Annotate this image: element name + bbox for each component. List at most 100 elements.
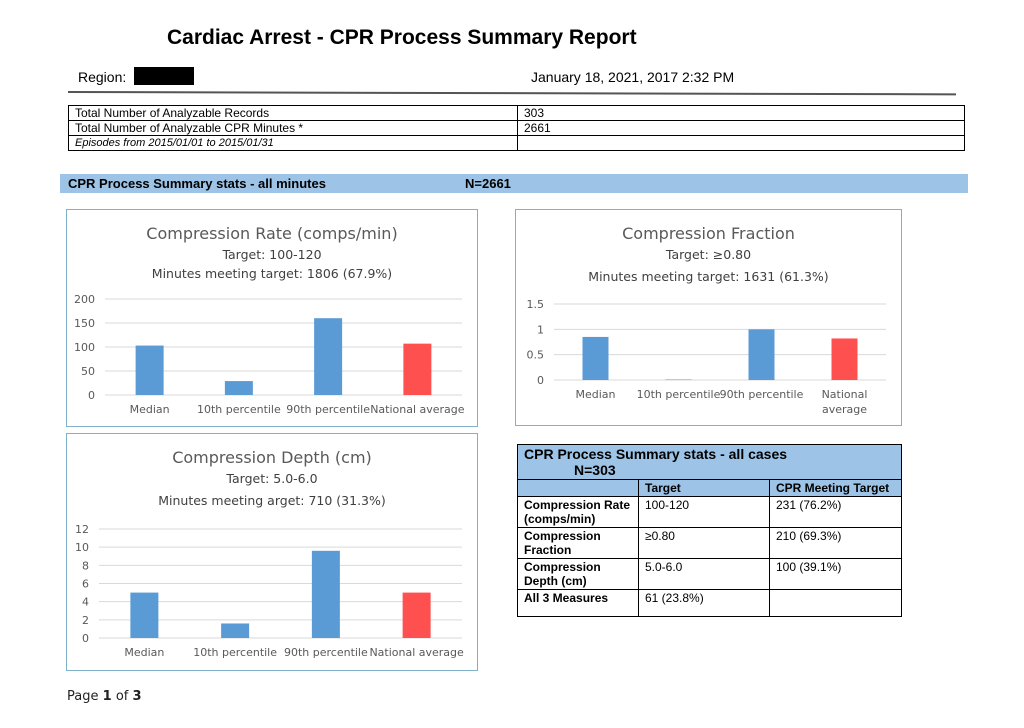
target-cell: 61 (23.8%) [638, 589, 770, 617]
cases-table-n: N=303 [574, 462, 616, 478]
table-row: Compression Fraction ≥0.80 210 (69.3%) [517, 527, 902, 559]
minutes-section-n: N=2661 [465, 176, 511, 191]
y-tick-label: 4 [82, 596, 89, 609]
target-cell: 5.0-6.0 [638, 558, 770, 590]
y-tick-label: 50 [81, 365, 95, 378]
cases-table-title: CPR Process Summary stats - all cases [524, 446, 788, 462]
chart-compression-fraction: Compression Fraction Target: ≥0.80 Minut… [515, 209, 902, 426]
chart-subtitle: Target: ≥0.80 [665, 247, 752, 262]
page-current: 1 [102, 689, 112, 704]
bar [221, 623, 250, 638]
chart-subtitle2: Minutes meeting target: 1631 (61.3%) [588, 269, 829, 284]
meeting-cell [769, 589, 902, 617]
report-datetime: January 18, 2021, 2017 2:32 PM [531, 69, 735, 85]
chart-title: Compression Fraction [622, 224, 795, 243]
region-label: Region: [78, 69, 127, 85]
info-value [517, 135, 965, 151]
bar [314, 318, 343, 395]
meeting-cell: 231 (76.2%) [769, 496, 902, 528]
chart-plot: 0 2 4 6 8 10 12 Median 10th percentile 90th perce… [75, 523, 464, 659]
y-tick-label: 8 [82, 559, 89, 572]
table-row: Total Number of Analyzable CPR Minutes *… [68, 120, 965, 136]
info-label: Episodes from 2015/01/01 to 2015/01/31 [68, 135, 518, 151]
measure-cell: Compression Depth (cm) [517, 558, 639, 590]
column-header [517, 479, 639, 497]
chart-title: Compression Rate (comps/min) [146, 224, 398, 243]
bar [748, 329, 775, 380]
info-value: 303 [517, 105, 965, 121]
chart-compression-depth: Compression Depth (cm) Target: 5.0-6.0 M… [66, 433, 478, 671]
y-tick-label: 200 [74, 293, 95, 306]
bar [831, 338, 858, 380]
chart-subtitle2: Minutes meeting target: 1806 (67.9%) [151, 266, 393, 281]
y-tick-label: 12 [75, 523, 89, 536]
region-redacted [134, 67, 194, 85]
x-tick-label: 10th percentile [637, 388, 721, 401]
chart-subtitle2: Minutes meeting arget: 710 (31.3%) [158, 493, 386, 508]
report-title: Cardiac Arrest - CPR Process Summary Rep… [167, 26, 637, 49]
x-tick-label: Median [124, 646, 164, 659]
y-tick-label: 1 [537, 323, 544, 336]
y-tick-label: 0 [537, 374, 544, 387]
table-row: Compression Depth (cm) 5.0-6.0 100 (39.1… [517, 558, 902, 590]
y-tick-label: 150 [74, 317, 95, 330]
bar [130, 592, 159, 638]
chart-subtitle: Target: 100-120 [222, 247, 322, 262]
header-divider [67, 91, 956, 96]
measure-cell: All 3 Measures [517, 589, 639, 617]
meeting-cell: 100 (39.1%) [769, 558, 902, 590]
x-tick-label: National average [370, 403, 465, 416]
cases-table: CPR Process Summary stats - all cases N=… [517, 444, 902, 617]
page-prefix: Page [67, 689, 99, 704]
y-tick-label: 0 [82, 632, 89, 645]
bar [582, 336, 609, 380]
info-label: Total Number of Analyzable CPR Minutes * [68, 120, 518, 136]
x-tick-label: Median [130, 403, 170, 416]
info-table: Total Number of Analyzable Records 303 T… [68, 105, 965, 151]
x-tick-label: National average [369, 646, 464, 659]
minutes-section-label: CPR Process Summary stats - all minutes [68, 176, 326, 191]
page-total: 3 [132, 689, 142, 704]
page-indicator: Page 1 of 3 [67, 689, 142, 704]
y-tick-label: 0.5 [527, 349, 545, 362]
x-tick-label: 10th percentile [197, 403, 281, 416]
y-tick-label: 0 [88, 389, 95, 402]
x-tick-label: 90th percentile [284, 646, 368, 659]
bar [224, 381, 253, 395]
chart-plot: 0 0.5 1 1.5 Median 10th percentile 90th percen… [527, 298, 886, 416]
y-tick-label: 100 [74, 341, 95, 354]
x-tick-label: 10th percentile [193, 646, 277, 659]
page-of: of [115, 689, 129, 704]
chart-plot: 0 50 100 150 200 Median 10th percentile 90th pe… [74, 293, 465, 416]
bar [135, 345, 164, 395]
measure-cell: Compression Fraction [517, 527, 639, 559]
x-tick-label: Median [575, 388, 615, 401]
bar [403, 343, 432, 395]
y-tick-label: 1.5 [527, 298, 545, 311]
cases-table-header: CPR Process Summary stats - all cases N=… [517, 444, 902, 480]
chart-title: Compression Depth (cm) [172, 448, 372, 467]
meeting-cell: 210 (69.3%) [769, 527, 902, 559]
target-cell: 100-120 [638, 496, 770, 528]
y-tick-label: 10 [75, 541, 89, 554]
table-row: Compression Rate (comps/min) 100-120 231… [517, 496, 902, 528]
x-tick-label: 90th percentile [720, 388, 804, 401]
x-tick-label: average [822, 403, 867, 416]
minutes-section-band: CPR Process Summary stats - all minutes … [60, 174, 968, 193]
table-row: Episodes from 2015/01/01 to 2015/01/31 [68, 135, 965, 151]
bar [402, 592, 431, 638]
table-row: Total Number of Analyzable Records 303 [68, 105, 965, 121]
info-value: 2661 [517, 120, 965, 136]
x-tick-label: 90th percentile [286, 403, 370, 416]
y-tick-label: 2 [82, 614, 89, 627]
info-label: Total Number of Analyzable Records [68, 105, 518, 121]
column-header: Target [638, 479, 770, 497]
column-header: CPR Meeting Target [769, 479, 902, 497]
chart-compression-rate: Compression Rate (comps/min) Target: 100… [66, 209, 478, 427]
y-tick-label: 6 [82, 578, 89, 591]
target-cell: ≥0.80 [638, 527, 770, 559]
x-tick-label: National [822, 388, 868, 401]
measure-cell: Compression Rate (comps/min) [517, 496, 639, 528]
bar [665, 379, 692, 380]
bar [311, 550, 340, 638]
